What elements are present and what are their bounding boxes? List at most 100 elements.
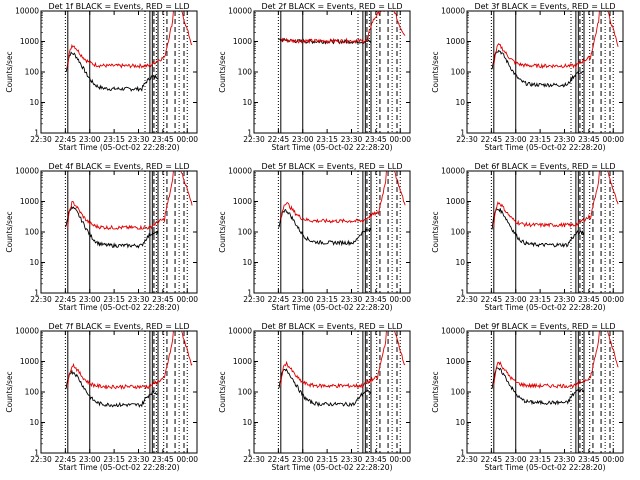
x-tick-label: 23:00 bbox=[505, 295, 527, 304]
panel-title: Det 3f BLACK = Events, RED = LLD bbox=[474, 2, 615, 11]
x-tick-label: 23:15 bbox=[316, 455, 338, 464]
x-tick-label: 22:30 bbox=[30, 455, 52, 464]
x-axis-label: Start Time (05-Oct-02 22:28:20) bbox=[271, 303, 392, 312]
x-tick-label: 22:30 bbox=[456, 135, 478, 144]
x-tick-label: 23:30 bbox=[554, 455, 576, 464]
x-tick-label: 22:45 bbox=[55, 455, 77, 464]
plot-frame bbox=[253, 10, 411, 134]
y-tick-label: 100 bbox=[238, 228, 253, 237]
x-tick-label: 23:15 bbox=[103, 135, 125, 144]
y-tick-label: 10000 bbox=[441, 327, 465, 336]
plot-frame bbox=[466, 10, 624, 134]
y-axis-label: Counts/sec bbox=[431, 51, 440, 92]
x-tick-label: 00:00 bbox=[602, 295, 624, 304]
y-tick-label: 10 bbox=[455, 98, 465, 107]
x-tick-label: 22:30 bbox=[30, 135, 52, 144]
plot-frame bbox=[40, 170, 198, 294]
x-tick-label: 22:45 bbox=[481, 455, 503, 464]
series-line-events bbox=[491, 207, 585, 248]
plot-frame bbox=[466, 170, 624, 294]
panel-title: Det 6f BLACK = Events, RED = LLD bbox=[474, 162, 615, 171]
x-axis-label: Start Time (05-Oct-02 22:28:20) bbox=[484, 303, 605, 312]
x-tick-label: 22:45 bbox=[268, 135, 290, 144]
series-group bbox=[278, 11, 406, 45]
y-tick-label: 10000 bbox=[228, 327, 252, 336]
x-tick-label: 22:45 bbox=[55, 295, 77, 304]
x-tick-label: 23:00 bbox=[79, 455, 101, 464]
y-tick-label: 1 bbox=[460, 449, 465, 458]
x-axis-label: Start Time (05-Oct-02 22:28:20) bbox=[58, 143, 179, 152]
x-tick-label: 23:45 bbox=[365, 135, 387, 144]
series-line-lld bbox=[280, 11, 406, 45]
y-tick-label: 1000 bbox=[20, 197, 39, 206]
y-tick-label: 10000 bbox=[228, 7, 252, 16]
x-tick-label: 23:30 bbox=[554, 135, 576, 144]
x-tick-label: 22:30 bbox=[456, 295, 478, 304]
x-tick-label: 00:00 bbox=[176, 455, 198, 464]
series-line-lld bbox=[493, 11, 619, 70]
y-tick-label: 1 bbox=[247, 129, 252, 138]
series-line-lld bbox=[493, 331, 619, 389]
x-tick-label: 23:45 bbox=[578, 295, 600, 304]
panel-det-3: Det 3f BLACK = Events, RED = LLD 1 10 100 10… bbox=[431, 2, 624, 152]
panel-det-7: Det 7f BLACK = Events, RED = LLD 1 10 100 10… bbox=[5, 322, 198, 472]
series-line-lld bbox=[280, 171, 406, 224]
y-tick-label: 100 bbox=[238, 388, 253, 397]
panel-det-1: Det 1f BLACK = Events, RED = LLD 1 10 100 10… bbox=[5, 2, 198, 152]
series-group bbox=[491, 11, 619, 88]
y-tick-label: 10000 bbox=[441, 167, 465, 176]
y-tick-label: 10000 bbox=[228, 167, 252, 176]
y-tick-label: 1 bbox=[34, 449, 39, 458]
x-tick-label: 23:15 bbox=[103, 295, 125, 304]
plot-frame bbox=[466, 330, 624, 454]
y-tick-label: 10 bbox=[242, 418, 252, 427]
y-tick-label: 100 bbox=[25, 228, 40, 237]
x-tick-label: 22:45 bbox=[268, 455, 290, 464]
y-axis-label: Counts/sec bbox=[218, 51, 227, 92]
y-tick-label: 1 bbox=[460, 289, 465, 298]
x-axis-label: Start Time (05-Oct-02 22:28:20) bbox=[271, 463, 392, 472]
x-axis-label: Start Time (05-Oct-02 22:28:20) bbox=[484, 143, 605, 152]
x-tick-label: 23:30 bbox=[128, 455, 150, 464]
panel-title: Det 2f BLACK = Events, RED = LLD bbox=[261, 2, 402, 11]
x-tick-label: 23:00 bbox=[292, 295, 314, 304]
panel-det-8: Det 8f BLACK = Events, RED = LLD 1 10 100 10… bbox=[218, 322, 411, 472]
x-tick-label: 23:15 bbox=[316, 295, 338, 304]
y-tick-label: 100 bbox=[451, 228, 466, 237]
panel-title: Det 5f BLACK = Events, RED = LLD bbox=[261, 162, 402, 171]
x-tick-label: 00:00 bbox=[602, 135, 624, 144]
series-line-lld bbox=[67, 331, 193, 390]
y-axis-label: Counts/sec bbox=[5, 371, 14, 412]
panel-det-5: Det 5f BLACK = Events, RED = LLD 1 10 100 10… bbox=[218, 162, 411, 312]
panel-title: Det 9f BLACK = Events, RED = LLD bbox=[474, 322, 615, 331]
y-tick-label: 100 bbox=[451, 68, 466, 77]
x-tick-label: 23:30 bbox=[554, 295, 576, 304]
x-tick-label: 22:45 bbox=[55, 135, 77, 144]
x-tick-label: 23:45 bbox=[578, 455, 600, 464]
panel-title: Det 4f BLACK = Events, RED = LLD bbox=[48, 162, 189, 171]
series-line-lld bbox=[493, 171, 619, 228]
x-tick-label: 00:00 bbox=[176, 135, 198, 144]
y-tick-label: 10000 bbox=[15, 7, 39, 16]
y-tick-label: 100 bbox=[451, 388, 466, 397]
series-group bbox=[278, 331, 406, 408]
panel-det-6: Det 6f BLACK = Events, RED = LLD 1 10 100 10… bbox=[431, 162, 624, 312]
x-tick-label: 22:45 bbox=[268, 295, 290, 304]
panel-det-4: Det 4f BLACK = Events, RED = LLD 1 10 100 10… bbox=[5, 162, 198, 312]
y-tick-label: 10000 bbox=[15, 327, 39, 336]
y-tick-label: 1000 bbox=[20, 37, 39, 46]
series-group bbox=[64, 171, 193, 249]
x-tick-label: 22:30 bbox=[30, 295, 52, 304]
series-line-lld bbox=[67, 171, 193, 231]
series-group bbox=[65, 331, 193, 408]
y-tick-label: 1000 bbox=[446, 197, 465, 206]
panel-det-2: Det 2f BLACK = Events, RED = LLD 1 10 100 10… bbox=[218, 2, 411, 152]
x-tick-label: 22:30 bbox=[243, 455, 265, 464]
y-tick-label: 10 bbox=[29, 98, 39, 107]
y-tick-label: 100 bbox=[25, 388, 40, 397]
x-tick-label: 23:45 bbox=[152, 455, 174, 464]
series-line-events bbox=[65, 369, 159, 408]
x-axis-label: Start Time (05-Oct-02 22:28:20) bbox=[271, 143, 392, 152]
y-tick-label: 1000 bbox=[20, 357, 39, 366]
